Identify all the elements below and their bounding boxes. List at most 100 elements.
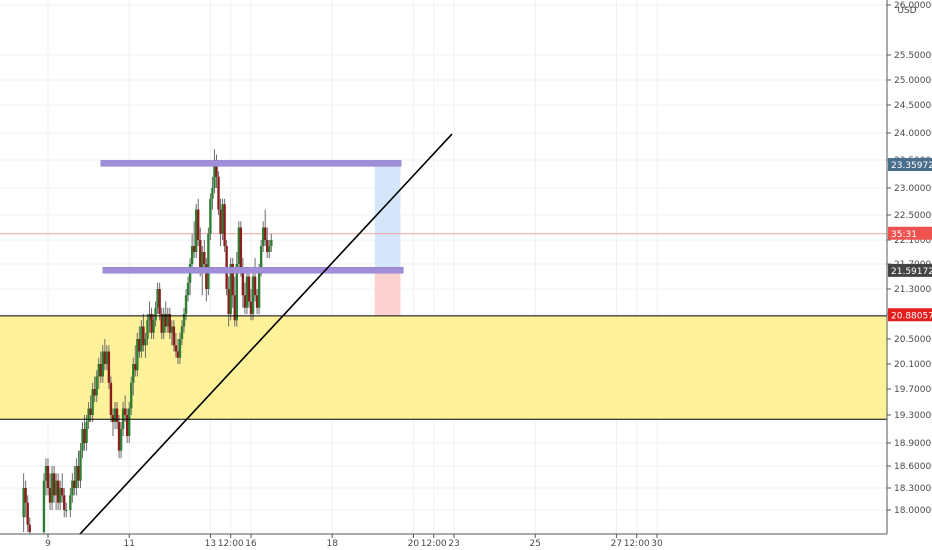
candle-body (132, 364, 135, 383)
candle-body (105, 351, 109, 364)
candle-body (235, 264, 238, 321)
candle-body (65, 510, 68, 511)
candle-body (58, 488, 62, 503)
candle-body (152, 320, 155, 333)
y-tick-label: 22.5000000 (894, 211, 932, 221)
candle-body (160, 314, 163, 333)
candle-body (266, 240, 269, 252)
candle-body (24, 488, 27, 503)
candle-body (233, 295, 236, 321)
candle-body (154, 307, 157, 321)
candle-series (22, 149, 273, 540)
candle-body (109, 382, 113, 415)
y-tick-label: 25.5000000 (894, 51, 932, 61)
candle-body (81, 429, 84, 451)
candle-body (194, 209, 198, 252)
y-tick-label: 18.9000000 (894, 439, 932, 449)
candle-body (182, 314, 186, 327)
candle-body (91, 389, 94, 415)
candle-body (44, 466, 48, 481)
x-tick-label: 23 (448, 539, 459, 549)
candle-body (247, 276, 251, 302)
candle-body (79, 450, 82, 481)
time-axis[interactable]: 9 11 13 12:00 16 18 20 12:00 23 25 27 12:00 30 (0, 533, 932, 550)
candle-body (73, 480, 76, 488)
position-target-zone[interactable] (374, 163, 401, 271)
price-tag (888, 158, 932, 172)
candle-body (144, 339, 147, 346)
candle-body (113, 408, 117, 422)
candle-body (77, 466, 80, 481)
candle-body (211, 188, 214, 199)
position-stop-zone[interactable] (374, 270, 401, 316)
resistance-band[interactable] (102, 267, 404, 274)
y-tick-label: 18.0000000 (894, 506, 932, 516)
candle-body (261, 227, 265, 246)
candle-body (148, 314, 151, 321)
trendline[interactable] (77, 133, 453, 537)
drawing-layer[interactable] (0, 133, 887, 537)
candle-body (231, 264, 234, 296)
y-tick-label: 19.3000000 (894, 411, 932, 421)
candle-body (46, 466, 50, 488)
candle-body (257, 270, 261, 308)
resistance-band[interactable] (100, 160, 402, 167)
price-tag-label: 35:31 (891, 230, 917, 240)
price-tag (888, 263, 932, 277)
candle-body (268, 246, 271, 252)
candle-body (85, 422, 88, 443)
candle-body (223, 204, 226, 246)
candle-body (227, 289, 230, 314)
candle-body (26, 502, 29, 525)
candle-body (249, 301, 253, 314)
candle-body (253, 276, 257, 296)
candle-body (63, 495, 66, 510)
price-tag-label: 20.8805714 (891, 311, 932, 321)
y-tick-label: 18.6000000 (894, 462, 932, 472)
candle-body (203, 252, 206, 264)
candle-body (174, 345, 178, 352)
x-tick-label: 12:00 (218, 539, 244, 549)
x-tick-label: 13 (205, 539, 216, 549)
candle-body (219, 209, 222, 234)
candle-body (176, 351, 180, 358)
candle-body (87, 408, 90, 422)
candle-body (71, 480, 74, 496)
candle-body (93, 389, 96, 396)
candle-body (192, 246, 196, 252)
x-tick-label: 25 (529, 539, 540, 549)
currency-label: USD (897, 6, 916, 16)
candle-body (237, 227, 241, 264)
y-tick-label: 22.1000000 (894, 236, 932, 246)
candle-body (184, 295, 188, 314)
candle-body (259, 246, 263, 271)
candle-body (197, 209, 200, 240)
candle-body (128, 408, 131, 436)
x-tick-label: 11 (123, 539, 134, 549)
y-tick-label: 19.7000000 (894, 385, 932, 395)
candle-body (251, 276, 255, 314)
x-tick-label: 27 (611, 539, 622, 549)
candle-body (50, 473, 54, 503)
candle-body (180, 326, 184, 339)
candle-body (239, 227, 243, 271)
x-tick-label: 12:00 (624, 539, 650, 549)
candle-body (213, 160, 216, 188)
candle-body (28, 524, 31, 532)
candle-body (168, 314, 171, 333)
candle-body (134, 364, 137, 371)
candle-body (142, 326, 145, 346)
candle-body (75, 466, 78, 488)
candle-body (56, 480, 60, 503)
candle-body (61, 488, 64, 496)
candle-body (52, 473, 56, 496)
candle-body (221, 204, 224, 234)
candle-body (117, 422, 121, 451)
candle-body (130, 382, 133, 409)
candle-body (172, 326, 176, 346)
candle-body (217, 176, 220, 210)
candle-body (201, 252, 204, 271)
price-tag-label: 23.3597286 (891, 161, 932, 171)
candle-body (243, 295, 247, 308)
